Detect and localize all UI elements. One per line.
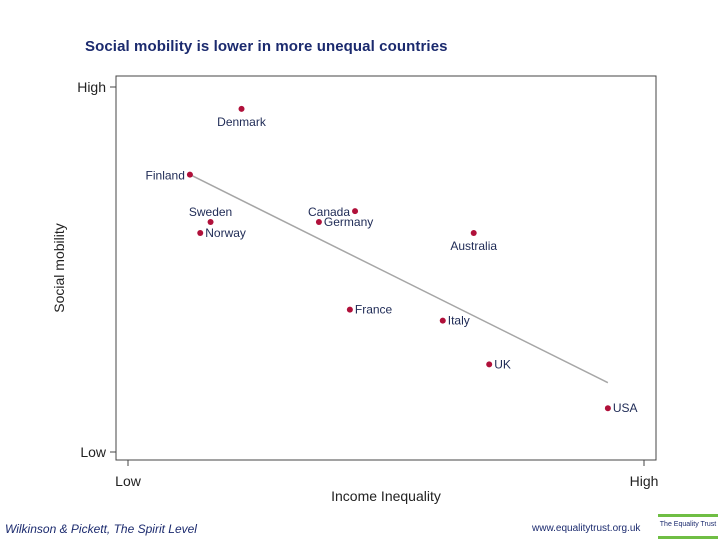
data-label: Germany (324, 215, 373, 229)
website-url[interactable]: www.equalitytrust.org.uk (532, 523, 641, 534)
data-point (604, 405, 611, 412)
data-label: Denmark (217, 115, 267, 129)
logo-text: The Equality Trust (659, 521, 717, 528)
data-point (470, 230, 477, 236)
data-label: Australia (450, 239, 497, 253)
x-axis-label: Income Inequality (331, 488, 441, 504)
data-point (197, 230, 204, 236)
data-point (352, 208, 359, 215)
data-label: France (355, 303, 393, 317)
data-label: Norway (205, 226, 246, 240)
plot-frame (115, 75, 657, 461)
data-point (238, 105, 245, 112)
data-point (346, 306, 353, 313)
data-label: USA (613, 401, 638, 415)
y-tick-label: High (77, 79, 106, 95)
data-point (186, 171, 193, 178)
data-label: Canada (308, 205, 350, 219)
trend-line (189, 173, 609, 384)
data-label: Sweden (189, 205, 232, 219)
data-label: Italy (448, 314, 470, 328)
chart-title: Social mobility is lower in more unequal… (85, 38, 448, 55)
trend-layer (189, 173, 609, 384)
data-point (439, 317, 446, 324)
source-citation: Wilkinson & Pickett, The Spirit Level (5, 522, 197, 536)
y-axis-label: Social mobility (51, 223, 67, 312)
y-tick-label: Low (80, 444, 107, 460)
data-point (207, 219, 214, 226)
equality-trust-logo: The Equality Trust (658, 514, 718, 540)
logo-bar-bottom (658, 536, 718, 539)
data-label: Finland (146, 169, 185, 183)
axes: Low High Low High Income Inequality Social mo… (51, 79, 658, 504)
data-point (486, 361, 493, 368)
x-tick-label: Low (115, 473, 142, 489)
logo-bar-top (658, 514, 718, 517)
data-label: UK (494, 357, 511, 371)
data-point (315, 219, 322, 226)
x-tick-label: High (630, 473, 659, 489)
